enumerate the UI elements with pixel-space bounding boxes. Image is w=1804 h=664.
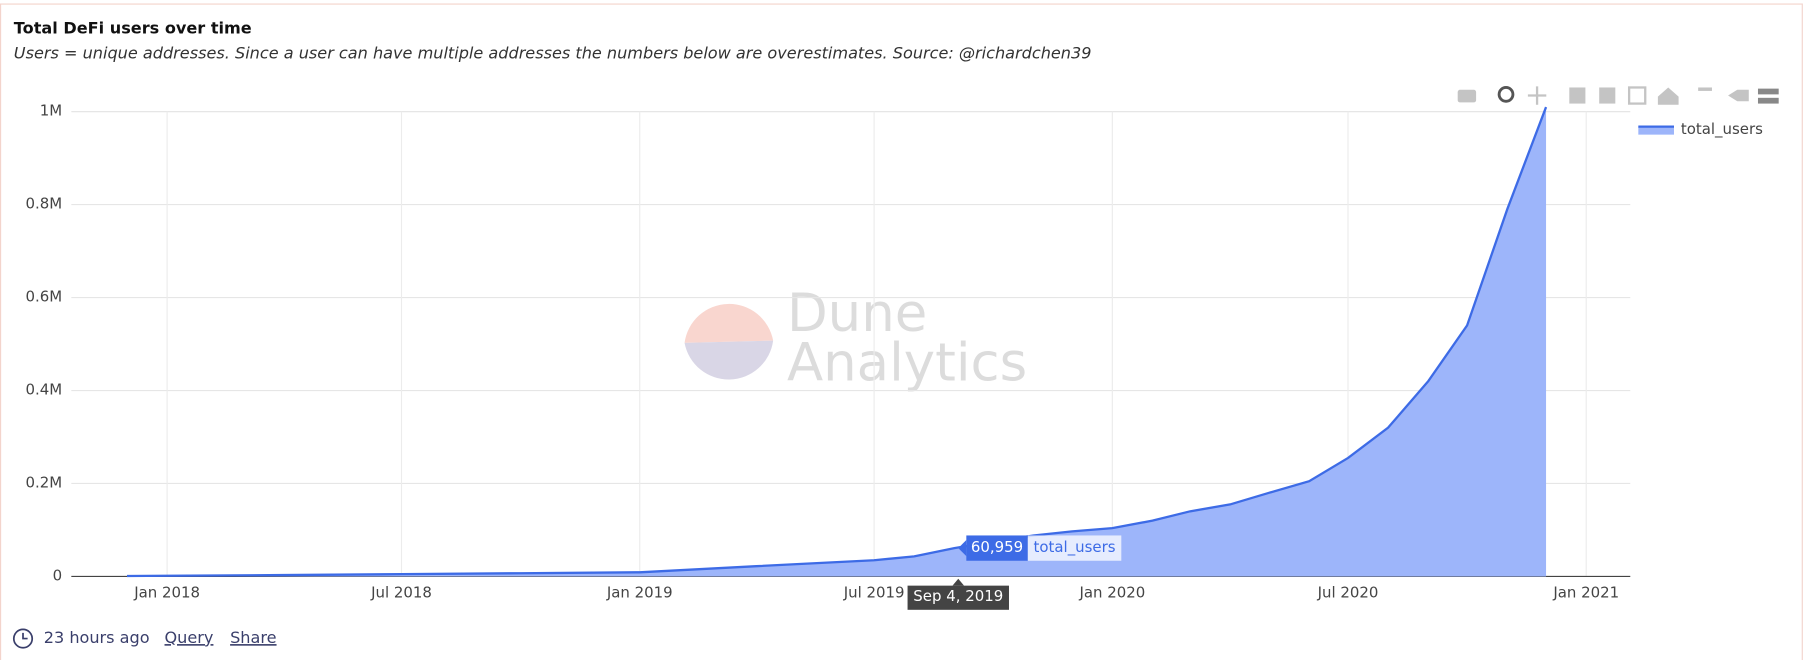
widget-border — [0, 3, 1803, 664]
clock-hands — [22, 632, 28, 640]
plot-area: 0 0.2M 0.4M 0.6M 0.8M 1M Jan 2018 Jul 2018 Jan 2… — [25, 102, 1631, 602]
y-tick-label: 0 — [53, 566, 63, 584]
y-tick-label: 0.2M — [25, 473, 62, 491]
chart-title: Total DeFi users over time — [14, 18, 252, 37]
y-tick-label: 0.4M — [25, 381, 62, 399]
area-fill — [127, 107, 1547, 577]
spike-icon[interactable] — [1698, 87, 1712, 91]
tooltip-series: total_users — [1034, 538, 1116, 556]
pan-icon[interactable] — [1527, 86, 1547, 105]
y-tick-label: 0.6M — [25, 288, 62, 306]
home-icon[interactable] — [1657, 87, 1679, 105]
clock-icon — [12, 628, 34, 649]
legend-swatch — [1638, 126, 1674, 135]
hover-date: Sep 4, 2019 — [913, 587, 1003, 605]
x-tick-label: Jan 2021 — [1552, 584, 1619, 602]
legend-label: total_users — [1681, 120, 1763, 138]
zoom-icon[interactable] — [1497, 86, 1515, 103]
zoom-out-icon[interactable] — [1599, 87, 1616, 104]
hover-closest-icon[interactable] — [1728, 89, 1749, 102]
toolbar — [1457, 86, 1779, 105]
x-tick-label: Jan 2020 — [1078, 584, 1145, 602]
x-tick-label: Jul 2018 — [370, 584, 432, 602]
x-tick-label: Jul 2020 — [1317, 584, 1379, 602]
watermark-logo-top — [684, 303, 774, 343]
watermark: Dune Analytics — [684, 283, 1027, 394]
x-tick-label: Jan 2018 — [133, 584, 200, 602]
y-tick-label: 1M — [40, 102, 62, 120]
tooltip-pointer — [958, 540, 967, 557]
footer: 23 hours ago Query Share — [12, 628, 277, 649]
tooltip-value: 60,959 — [971, 538, 1023, 556]
y-tick-label: 0.8M — [25, 195, 62, 213]
area-line — [127, 106, 1548, 578]
hover-compare-icon[interactable] — [1757, 97, 1779, 104]
tooltip-series-box — [1027, 535, 1122, 561]
hover-date-box — [907, 585, 1009, 610]
zoom-in-icon[interactable] — [1569, 87, 1586, 104]
watermark-text: Analytics — [787, 333, 1027, 394]
autoscale-icon[interactable] — [1627, 86, 1647, 105]
x-tick-label: Jul 2019 — [843, 584, 905, 602]
share-link[interactable]: Share — [230, 628, 277, 647]
tooltip-box — [966, 535, 1028, 561]
chart-subtitle: Users = unique addresses. Since a user c… — [14, 44, 1092, 63]
query-link[interactable]: Query — [165, 628, 214, 647]
camera-icon[interactable] — [1457, 89, 1477, 103]
watermark-text: Dune — [787, 283, 927, 344]
updated-time: 23 hours ago — [44, 628, 150, 647]
watermark-logo-bottom — [684, 340, 774, 380]
hover-date-pointer — [952, 578, 965, 586]
overlay: total_users 60,959 total_users Sep 4, 2019 — [907, 120, 1763, 610]
hover-compare-icon[interactable] — [1757, 88, 1779, 95]
x-tick-label: Jan 2019 — [606, 584, 673, 602]
